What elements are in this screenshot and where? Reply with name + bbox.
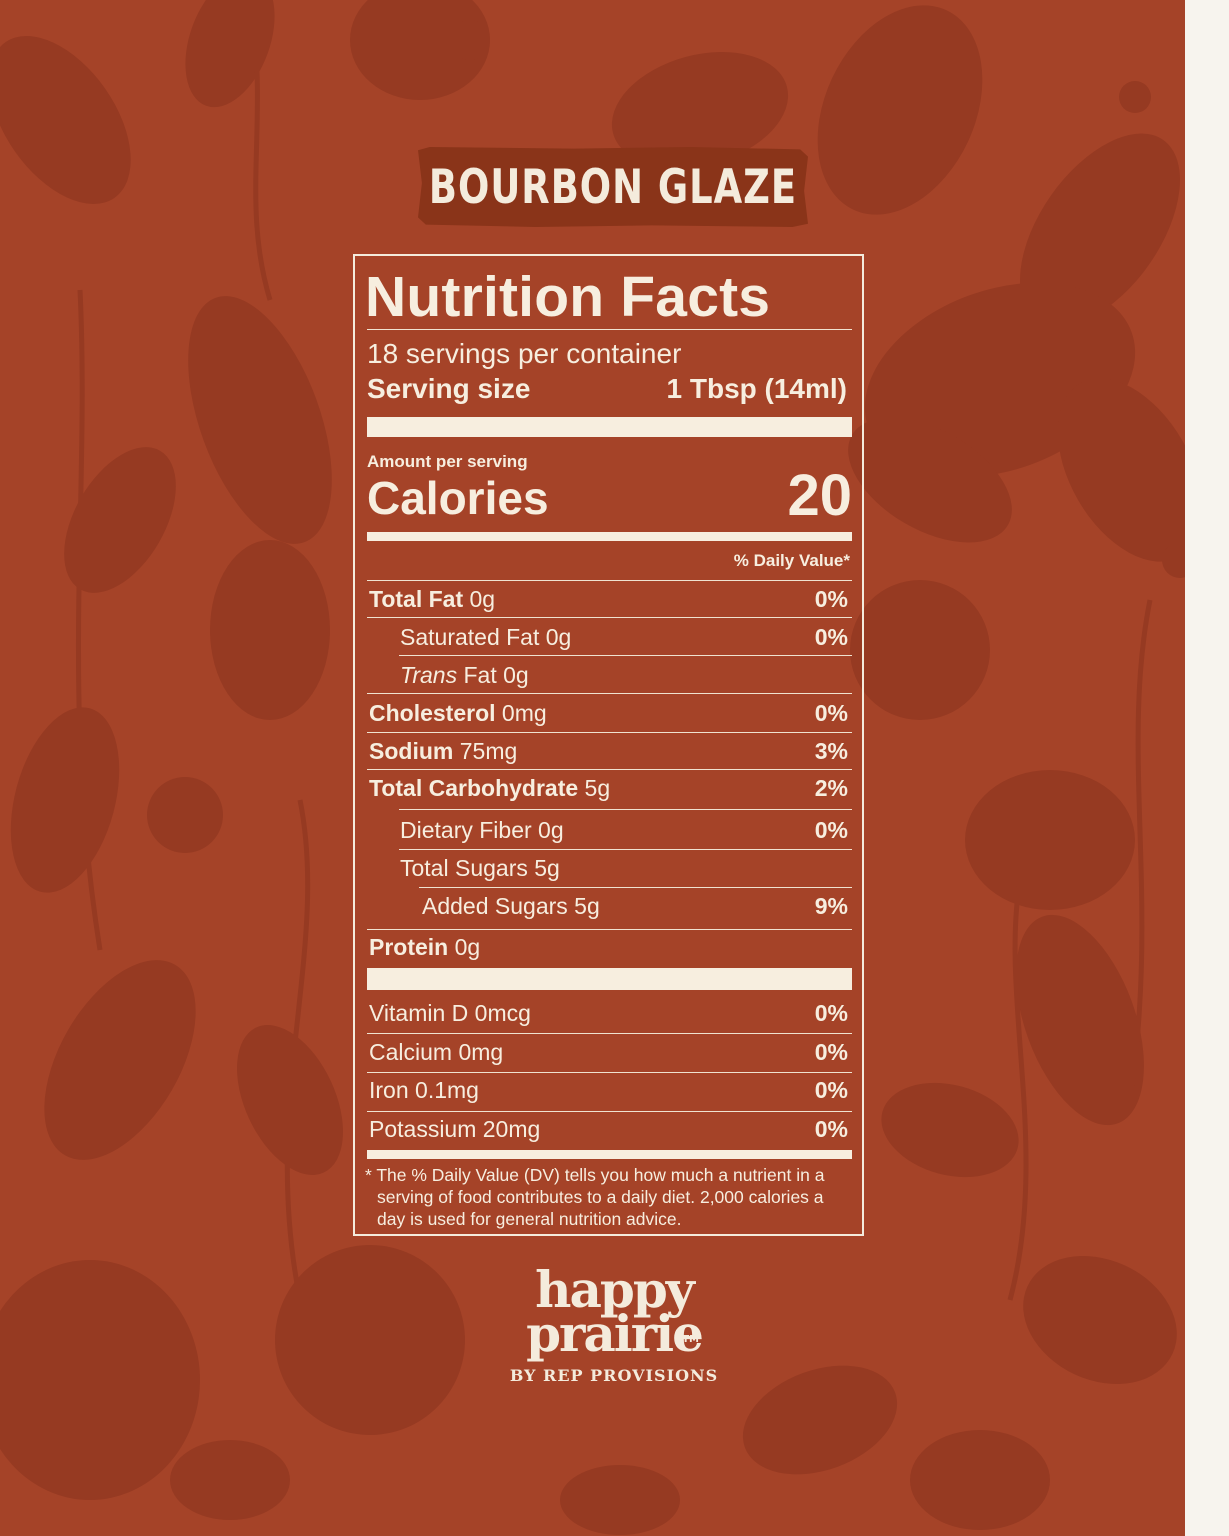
nutrition-facts-label: Nutrition Facts 18 servings per containe… xyxy=(353,254,864,1236)
brand-line-2: prairie xyxy=(526,1304,704,1363)
nutrient-label: Total Sugars xyxy=(400,855,528,881)
nutrient-amount: 5g xyxy=(584,775,611,801)
nutrient-label: Sodium xyxy=(369,738,454,764)
amount-per-serving: Amount per serving xyxy=(367,452,528,471)
brand-logo: happy prairie TM BY REP PROVISIONS xyxy=(509,1260,719,1386)
nutrient-label: Saturated Fat xyxy=(400,624,540,650)
vitamin-label: Potassium xyxy=(369,1116,477,1142)
nutrient-label: Added Sugars xyxy=(422,893,568,919)
nutrient-row-protein: Protein 0g xyxy=(369,934,848,964)
nutrient-row-trans-fat: Trans Fat 0g xyxy=(400,662,848,692)
divider xyxy=(399,849,852,850)
vitamin-row-potassium: Potassium 20mg 0% xyxy=(369,1116,848,1146)
nutrient-amount: 0g xyxy=(503,662,529,688)
thick-divider xyxy=(367,968,852,990)
nutrient-dv: 0% xyxy=(814,586,848,612)
serving-size-label: Serving size xyxy=(367,373,531,404)
nutrient-amount: 0mg xyxy=(501,700,547,726)
calories-label: Calories xyxy=(367,472,549,524)
nutrient-dv: 0% xyxy=(814,624,848,650)
nutrient-label: Cholesterol xyxy=(369,700,496,726)
vitamin-amount: 0mg xyxy=(458,1039,504,1065)
product-name: BOURBON GLAZE xyxy=(428,159,798,215)
nutrient-amount: 5g xyxy=(534,855,560,881)
nutrient-label: Dietary Fiber xyxy=(400,817,532,843)
nutrient-amount: 0g xyxy=(469,586,496,612)
vitamin-label: Calcium xyxy=(369,1039,453,1065)
divider xyxy=(367,329,852,330)
divider xyxy=(367,1111,852,1112)
nutrient-row-total-sugars: Total Sugars 5g xyxy=(400,855,848,885)
nutrient-label: Protein xyxy=(369,934,449,960)
label-title: Nutrition Facts xyxy=(365,265,771,329)
divider xyxy=(367,1072,852,1073)
divider xyxy=(419,887,852,888)
product-name-banner: BOURBON GLAZE xyxy=(418,147,808,227)
nutrient-row-total-carbohydrate: Total Carbohydrate 5g 2% xyxy=(369,775,848,805)
vitamin-dv: 0% xyxy=(814,1000,848,1026)
nutrient-row-saturated-fat: Saturated Fat 0g 0% xyxy=(400,624,848,654)
nutrient-amount: 0g xyxy=(538,817,564,843)
thick-divider xyxy=(367,417,852,437)
divider xyxy=(367,693,852,694)
nutrient-row-cholesterol: Cholesterol 0mg 0% xyxy=(369,700,848,730)
divider xyxy=(367,929,852,930)
nutrient-dv: 2% xyxy=(814,775,848,801)
vitamin-amount: 20mg xyxy=(482,1116,541,1142)
divider xyxy=(399,809,852,810)
divider xyxy=(399,655,852,656)
vitamin-dv: 0% xyxy=(814,1077,848,1103)
servings-per-container: 18 servings per container xyxy=(367,338,682,369)
nutrient-label: Trans xyxy=(400,662,458,688)
medium-divider xyxy=(367,1150,852,1159)
daily-value-footnote: * The % Daily Value (DV) tells you how m… xyxy=(365,1165,825,1229)
divider xyxy=(367,580,852,581)
nutrient-dv: 0% xyxy=(814,817,848,843)
divider xyxy=(367,617,852,618)
nutrient-row-total-fat: Total Fat 0g 0% xyxy=(369,586,848,616)
nutrient-dv: 0% xyxy=(814,700,848,726)
floral-pattern xyxy=(0,0,1185,1535)
vitamin-row-iron: Iron 0.1mg 0% xyxy=(369,1077,848,1107)
nutrient-dv: 3% xyxy=(814,738,848,764)
vitamin-dv: 0% xyxy=(814,1039,848,1065)
nutrient-amount: 0g xyxy=(454,934,481,960)
nutrient-amount: 0g xyxy=(545,624,572,650)
nutrient-row-sodium: Sodium 75mg 3% xyxy=(369,738,848,768)
calories-value: 20 xyxy=(787,463,852,528)
medium-divider xyxy=(367,532,852,541)
nutrient-row-dietary-fiber: Dietary Fiber 0g 0% xyxy=(400,817,848,847)
nutrient-amount: 5g xyxy=(574,893,600,919)
nutrient-dv: 9% xyxy=(814,893,848,919)
trademark-symbol: TM xyxy=(682,1334,699,1345)
serving-size-value: 1 Tbsp (14ml) xyxy=(666,373,847,404)
divider xyxy=(367,1033,852,1034)
divider xyxy=(367,732,852,733)
nutrient-row-added-sugars: Added Sugars 5g 9% xyxy=(422,893,848,923)
nutrient-label: Total Fat xyxy=(369,586,464,612)
vitamin-row-calcium: Calcium 0mg 0% xyxy=(369,1039,848,1069)
vitamin-amount: 0.1mg xyxy=(415,1077,479,1103)
vitamin-label: Vitamin D xyxy=(369,1000,469,1026)
vitamin-row-vitamin-d: Vitamin D 0mcg 0% xyxy=(369,1000,848,1030)
nutrient-label-suffix: Fat xyxy=(463,662,497,688)
nutrient-label: Total Carbohydrate xyxy=(369,775,579,801)
divider xyxy=(367,769,852,770)
daily-value-header: % Daily Value* xyxy=(733,551,850,570)
vitamin-amount: 0mcg xyxy=(474,1000,531,1026)
nutrient-amount: 75mg xyxy=(459,738,518,764)
vitamin-dv: 0% xyxy=(814,1116,848,1142)
vitamin-label: Iron xyxy=(369,1077,409,1103)
brand-byline: BY REP PROVISIONS xyxy=(509,1366,719,1385)
brand-line-1: happy xyxy=(535,1260,695,1319)
package-panel xyxy=(0,0,1185,1536)
